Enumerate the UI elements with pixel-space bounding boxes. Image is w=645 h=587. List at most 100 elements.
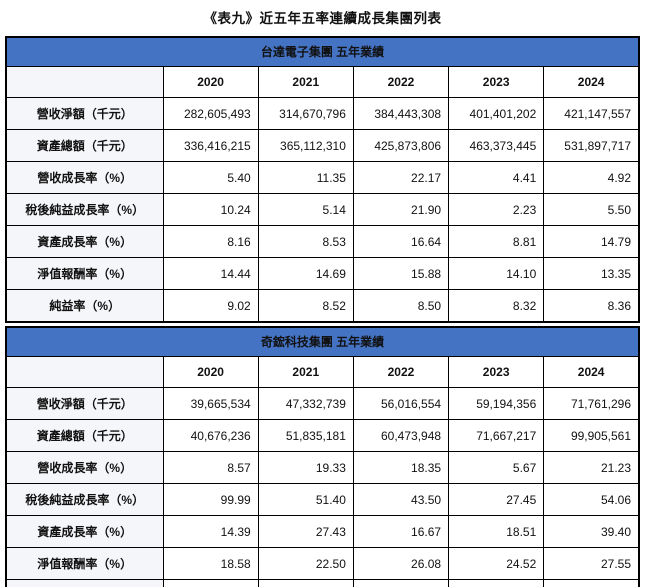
value-cell: 5.50	[543, 193, 640, 226]
value-cell: 282,605,493	[162, 97, 259, 130]
value-cell: 2.23	[448, 193, 545, 226]
row-label: 淨值報酬率（%）	[5, 547, 164, 580]
table-row: 營收成長率（%） 8.57 19.33 18.35 5.67 21.23	[5, 451, 640, 484]
value-cell: 27.55	[543, 547, 640, 580]
row-label: 營收淨額（千元）	[5, 387, 164, 420]
value-cell: 8.53	[257, 225, 354, 258]
year-header: 2023	[448, 356, 545, 388]
table-row: 淨值報酬率（%） 18.58 22.50 26.08 24.52 27.55	[5, 547, 640, 580]
value-cell: 51.40	[257, 483, 354, 516]
value-cell: 27.45	[448, 483, 545, 516]
value-cell: 13.35	[543, 257, 640, 290]
value-cell: 18.51	[448, 515, 545, 548]
value-cell: 16.64	[352, 225, 450, 258]
value-cell: 21.90	[352, 193, 450, 226]
value-cell: 71,667,217	[448, 419, 545, 452]
value-cell: 8.50	[352, 289, 450, 323]
group-performance-table: 台達電子集團 五年業績 2020 2021 2022 2023 2024 營收淨額（千元） 2…	[5, 36, 640, 323]
performance-tables-group: 台達電子集團 五年業績 2020 2021 2022 2023 2024 營收淨額（千元） 2…	[0, 36, 645, 587]
value-cell: 51,835,181	[257, 419, 354, 452]
table-row: 資產總額（千元） 336,416,215 365,112,310 425,873,80…	[5, 129, 640, 162]
value-cell: 56,016,554	[352, 387, 450, 420]
year-header: 2023	[448, 66, 545, 98]
value-cell: 401,401,202	[448, 97, 545, 130]
row-label: 純益率（%）	[5, 579, 164, 587]
value-cell: 39.40	[543, 515, 640, 548]
value-cell: 10.24	[162, 193, 259, 226]
value-cell: 8.57	[162, 451, 259, 484]
value-cell: 384,443,308	[352, 97, 450, 130]
table-row: 稅後純益成長率（%） 10.24 5.14 21.90 2.23 5.50	[5, 193, 640, 226]
table-row: 稅後純益成長率（%） 99.99 51.40 43.50 27.45 54.06	[5, 483, 640, 516]
table-row: 營收淨額（千元） 39,665,534 47,332,739 56,016,554 59…	[5, 387, 640, 420]
year-header: 2024	[543, 356, 640, 388]
row-label: 營收成長率（%）	[5, 161, 164, 194]
value-cell: 4.92	[543, 161, 640, 194]
value-cell: 9.02	[162, 289, 259, 323]
value-cell: 463,373,445	[448, 129, 545, 162]
value-cell: 16.67	[352, 515, 450, 548]
value-cell: 14.39	[162, 515, 259, 548]
value-cell: 27.43	[257, 515, 354, 548]
value-cell: 11.35	[257, 161, 354, 194]
group-performance-table: 奇鋐科技集團 五年業績 2020 2021 2022 2023 2024 營收淨額（千元） 3…	[5, 326, 640, 587]
table-row: 營收淨額（千元） 282,605,493 314,670,796 384,443,30…	[5, 97, 640, 130]
value-cell: 99,905,561	[543, 419, 640, 452]
row-label: 稅後純益成長率（%）	[5, 483, 164, 516]
value-cell: 18.35	[352, 451, 450, 484]
table-row: 資產成長率（%） 14.39 27.43 16.67 18.51 39.40	[5, 515, 640, 548]
value-cell: 21.23	[543, 451, 640, 484]
value-cell: 43.50	[352, 483, 450, 516]
value-cell: 5.14	[257, 193, 354, 226]
table-row: 淨值報酬率（%） 14.44 14.69 15.88 14.10 13.35	[5, 257, 640, 290]
value-cell: 425,873,806	[352, 129, 450, 162]
row-label: 資產總額（千元）	[5, 419, 164, 452]
value-cell: 26.08	[352, 547, 450, 580]
year-header: 2021	[257, 356, 354, 388]
value-cell: 22.50	[257, 547, 354, 580]
value-cell: 8.36	[543, 289, 640, 323]
value-cell: 365,112,310	[257, 129, 354, 162]
value-cell: 5.67	[448, 451, 545, 484]
year-header: 2022	[352, 356, 450, 388]
value-cell: 531,897,717	[543, 129, 640, 162]
table-banner: 奇鋐科技集團 五年業績	[5, 326, 640, 357]
figure-title: 《表九》近五年五率連續成長集團列表	[203, 11, 442, 26]
value-cell: 18.58	[162, 547, 259, 580]
value-cell: 40,676,236	[162, 419, 259, 452]
value-cell: 14.44	[162, 257, 259, 290]
table-banner: 台達電子集團 五年業績	[5, 36, 640, 67]
value-cell: 8.32	[448, 289, 545, 323]
row-label: 淨值報酬率（%）	[5, 257, 164, 290]
value-cell: 8.96	[448, 579, 545, 587]
year-header: 2022	[352, 66, 450, 98]
value-cell: 4.83	[162, 579, 259, 587]
value-cell: 39,665,534	[162, 387, 259, 420]
value-cell: 47,332,739	[257, 387, 354, 420]
value-cell: 14.10	[448, 257, 545, 290]
row-label: 資產總額（千元）	[5, 129, 164, 162]
value-cell: 8.81	[448, 225, 545, 258]
row-label: 資產成長率（%）	[5, 515, 164, 548]
row-label: 營收淨額（千元）	[5, 97, 164, 130]
value-cell: 4.41	[448, 161, 545, 194]
row-label: 營收成長率（%）	[5, 451, 164, 484]
row-label: 稅後純益成長率（%）	[5, 193, 164, 226]
row-label: 資產成長率（%）	[5, 225, 164, 258]
value-cell: 99.99	[162, 483, 259, 516]
value-cell: 60,473,948	[352, 419, 450, 452]
year-header: 2020	[162, 356, 259, 388]
table-row: 資產成長率（%） 8.16 8.53 16.64 8.81 14.79	[5, 225, 640, 258]
value-cell: 6.13	[257, 579, 354, 587]
value-cell: 314,670,796	[257, 97, 354, 130]
year-header: 2024	[543, 66, 640, 98]
corner-cell	[5, 356, 164, 388]
value-cell: 5.40	[162, 161, 259, 194]
year-header: 2020	[162, 66, 259, 98]
value-cell: 11.39	[543, 579, 640, 587]
value-cell: 19.33	[257, 451, 354, 484]
table-row: 營收成長率（%） 5.40 11.35 22.17 4.41 4.92	[5, 161, 640, 194]
table-row: 純益率（%） 9.02 8.52 8.50 8.32 8.36	[5, 289, 640, 323]
value-cell: 22.17	[352, 161, 450, 194]
table-row: 純益率（%）4.836.137.438.9611.39	[5, 579, 640, 587]
